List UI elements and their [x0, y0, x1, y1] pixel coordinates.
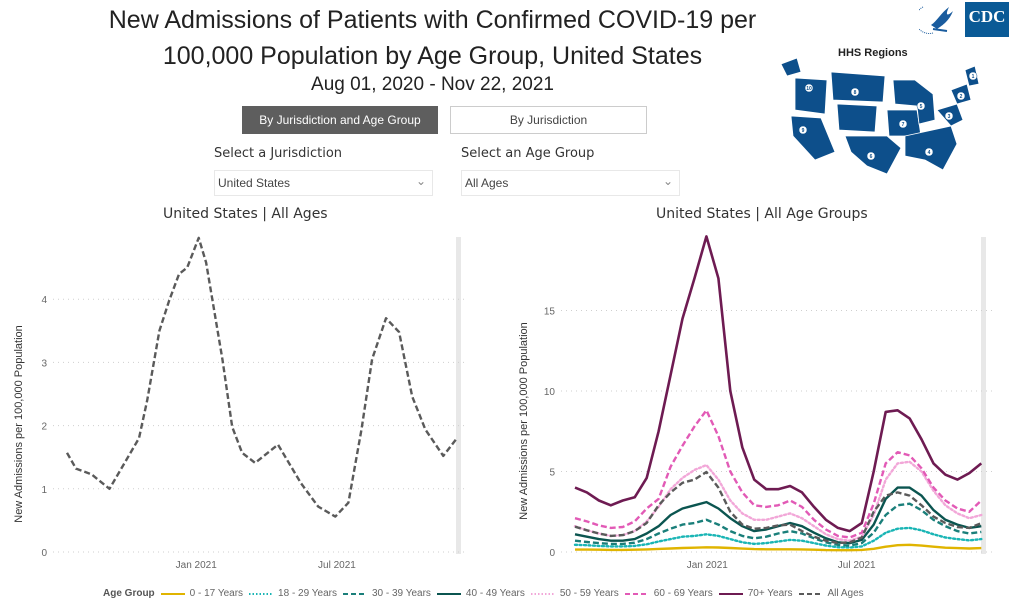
series-line-60-69-years[interactable]	[574, 409, 983, 539]
legend-swatch-icon	[530, 592, 555, 595]
legend-swatch-icon	[718, 592, 743, 595]
legend-label: 30 - 39 Years	[371, 588, 431, 599]
map-label-7: 7	[902, 122, 905, 128]
right-line-chart: 0 5 10 15 Jan 2021 Jul 2021 New Admissions per…	[518, 235, 993, 571]
left-line-chart: 0 1 2 3 4 Jan 2021 Jul 2021 New Admissions per …	[13, 236, 468, 571]
legend-item[interactable]: 18 - 29 Years	[248, 588, 337, 599]
y-tick-label: 3	[41, 358, 47, 369]
right-chart-title: United States | All Age Groups	[656, 206, 868, 222]
legend-swatch-icon	[249, 592, 274, 595]
left-chart-title: United States | All Ages	[163, 206, 328, 222]
age-group-dropdown[interactable]: All Ages ⌄	[461, 170, 680, 196]
map-region-8-south[interactable]	[836, 103, 878, 133]
series-line-30-39-years[interactable]	[574, 502, 982, 547]
x-tick-label: Jul 2021	[838, 560, 876, 571]
cdc-logo: CDC	[965, 1, 1009, 37]
legend-label: All Ages	[827, 588, 864, 599]
map-label-8: 8	[854, 90, 857, 96]
legend-swatch-icon	[436, 592, 461, 595]
y-tick-label: 15	[544, 307, 556, 318]
page-title-line-2: 100,000 Population by Age Group, United …	[162, 42, 703, 70]
legend-label: 70+ Years	[747, 588, 793, 599]
map-region-9[interactable]	[790, 115, 836, 161]
legend-label: 0 - 17 Years	[189, 588, 244, 599]
map-label-2: 2	[960, 94, 963, 100]
legend-label: 50 - 59 Years	[559, 588, 619, 599]
legend-item[interactable]: 0 - 17 Years	[160, 588, 243, 599]
tab-by-jurisdiction-and-age-group[interactable]: By Jurisdiction and Age Group	[242, 106, 438, 134]
y-tick-label: 5	[549, 468, 555, 479]
chevron-down-icon: ⌄	[662, 174, 673, 188]
map-region-10[interactable]	[794, 77, 828, 115]
range-highlight-bar	[456, 237, 461, 554]
age-group-value: All Ages	[465, 176, 509, 190]
map-label-1: 1	[972, 74, 975, 80]
legend-swatch-icon	[160, 592, 185, 595]
legend-item[interactable]: 50 - 59 Years	[530, 588, 619, 599]
page-title-line-1: New Admissions of Patients with Confirme…	[108, 6, 757, 34]
legend-item[interactable]: 40 - 49 Years	[436, 588, 525, 599]
hhs-regions-title: HHS Regions	[838, 47, 908, 59]
date-range: Aug 01, 2020 - Nov 22, 2021	[311, 74, 554, 95]
chevron-down-icon: ⌄	[415, 174, 426, 188]
map-region-8-north[interactable]	[830, 71, 886, 103]
map-label-6: 6	[870, 154, 873, 160]
map-region-5[interactable]	[892, 79, 936, 125]
hhs-regions-map[interactable]: 1 2 3 4 5 6 7 8 9 10	[775, 44, 980, 174]
legend-swatch-icon	[798, 592, 823, 595]
map-label-5: 5	[920, 104, 923, 110]
x-tick-label: Jul 2021	[318, 560, 356, 571]
legend-item[interactable]: 30 - 39 Years	[342, 588, 431, 599]
y-tick-label: 1	[41, 485, 47, 496]
series-line-all-ages[interactable]	[574, 470, 982, 545]
x-tick-label: Jan 2021	[687, 560, 729, 571]
series-line-50-59-years[interactable]	[573, 460, 983, 542]
y-tick-label: 10	[544, 387, 556, 398]
jurisdiction-dropdown[interactable]: United States ⌄	[214, 170, 433, 196]
legend-swatch-icon	[342, 592, 367, 595]
map-label-3: 3	[948, 114, 951, 120]
jurisdiction-value: United States	[218, 176, 291, 190]
map-label-10: 10	[806, 86, 812, 92]
series-line-70-years[interactable]	[574, 235, 983, 533]
legend-item[interactable]: 60 - 69 Years	[624, 588, 713, 599]
series-line-0-17-years[interactable]	[575, 543, 982, 552]
y-tick-label: 2	[41, 422, 47, 433]
legend-title: Age Group	[103, 588, 155, 599]
y-tick-label: 0	[41, 548, 47, 559]
y-axis-label: New Admissions per 100,000 Population	[518, 322, 530, 520]
legend-label: 60 - 69 Years	[653, 588, 713, 599]
hhs-eagle-logo-icon	[919, 6, 953, 34]
range-highlight-bar	[981, 237, 986, 554]
map-label-9: 9	[802, 128, 805, 134]
y-tick-label: 4	[41, 295, 47, 306]
legend-label: 18 - 29 Years	[278, 588, 337, 599]
legend-label: 40 - 49 Years	[465, 588, 525, 599]
y-axis-label: New Admissions per 100,000 Population	[13, 325, 25, 523]
map-label-4: 4	[928, 150, 931, 156]
legend-item[interactable]: 70+ Years	[718, 588, 793, 599]
age-group-label: Select an Age Group	[461, 146, 595, 161]
series-line-18-29-years[interactable]	[573, 526, 983, 549]
jurisdiction-label: Select a Jurisdiction	[214, 146, 343, 161]
legend-swatch-icon	[624, 592, 649, 595]
series-line-all-ages[interactable]	[65, 236, 458, 518]
y-tick-label: 0	[549, 548, 555, 559]
logos: CDC	[919, 1, 1009, 37]
legend-item[interactable]: All Ages	[798, 588, 864, 599]
map-alaska[interactable]	[780, 57, 802, 77]
tab-by-jurisdiction[interactable]: By Jurisdiction	[450, 106, 647, 134]
legend: Age Group 0 - 17 Years 18 - 29 Years 30 - …	[103, 588, 864, 599]
x-tick-label: Jan 2021	[176, 560, 218, 571]
